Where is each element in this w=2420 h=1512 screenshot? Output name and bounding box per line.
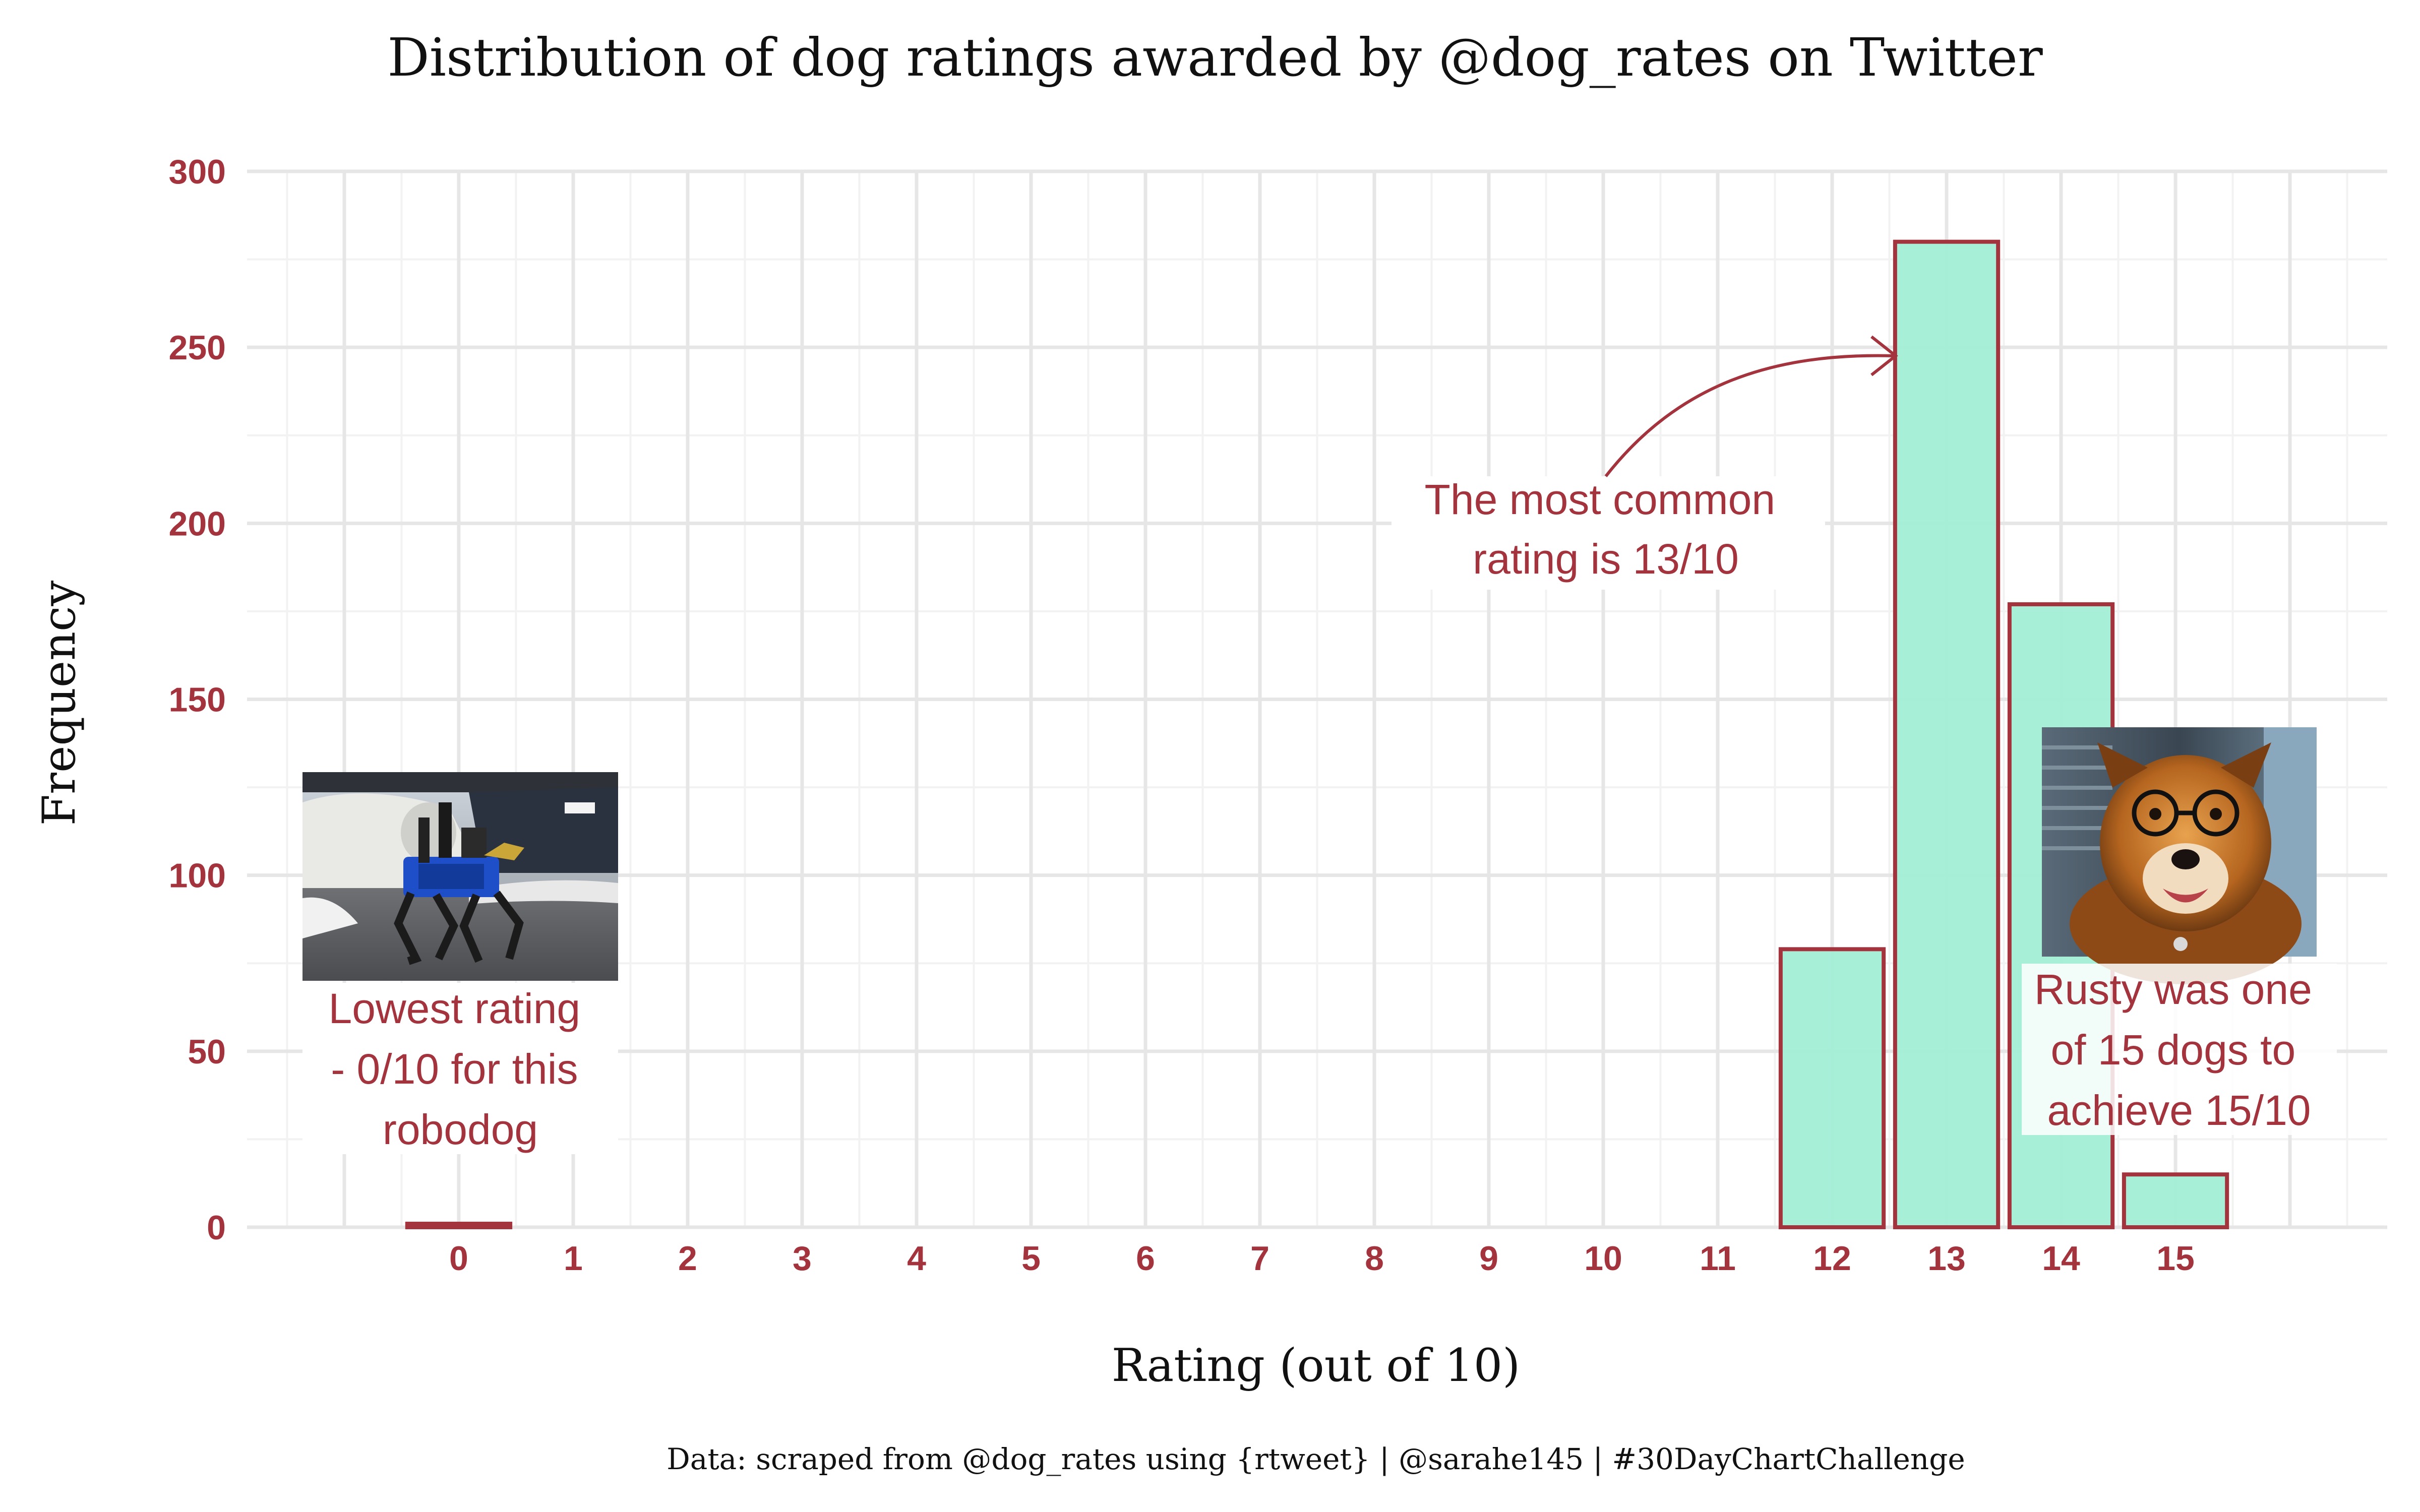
y-tick-label: 0 — [207, 1209, 226, 1247]
rusty-photo — [2042, 727, 2317, 984]
y-tick-labels: 0 50 100 150 200 250 300 — [169, 153, 226, 1247]
x-tick-label: 4 — [907, 1239, 926, 1278]
x-tick-label: 7 — [1250, 1239, 1269, 1278]
x-tick-label: 3 — [793, 1239, 812, 1278]
y-tick-label: 100 — [169, 857, 226, 895]
annotation-rusty: Rusty was one of 15 dogs to achieve 15/1… — [2034, 966, 2324, 1134]
y-tick-label: 200 — [169, 505, 226, 543]
y-tick-label: 150 — [169, 681, 226, 719]
x-tick-label: 0 — [449, 1239, 468, 1278]
x-tick-labels: 0 1 2 3 4 5 6 7 8 9 10 11 12 13 14 15 — [449, 1239, 2195, 1278]
y-tick-label: 250 — [169, 329, 226, 367]
x-tick-label: 12 — [1813, 1239, 1851, 1278]
arrow-head — [1870, 335, 1898, 376]
x-tick-label: 2 — [678, 1239, 697, 1278]
x-tick-label: 9 — [1479, 1239, 1498, 1278]
robodog-photo — [302, 772, 618, 981]
annotation-most-common-bg — [1392, 476, 1825, 590]
bar-15 — [2122, 1172, 2229, 1229]
x-tick-label: 8 — [1365, 1239, 1384, 1278]
x-tick-label: 6 — [1136, 1239, 1155, 1278]
caption: Data: scraped from @dog_rates using {rtw… — [667, 1442, 1965, 1476]
annotation-most-common: The most common rating is 13/10 — [1425, 476, 1787, 583]
annotation-lowest-bg — [302, 983, 618, 1154]
annotation-lowest: Lowest rating - 0/10 for this robodog — [329, 985, 592, 1153]
x-tick-label: 1 — [564, 1239, 583, 1278]
y-tick-label: 50 — [188, 1033, 226, 1071]
bar-0 — [405, 1222, 513, 1229]
y-axis-label: Frequency — [33, 580, 86, 826]
y-tick-label: 300 — [169, 153, 226, 191]
x-tick-label: 5 — [1021, 1239, 1041, 1278]
x-tick-label: 15 — [2156, 1239, 2195, 1278]
x-tick-label: 14 — [2042, 1239, 2080, 1278]
x-axis-label: Rating (out of 10) — [1112, 1339, 1520, 1392]
x-tick-label: 11 — [1700, 1239, 1736, 1278]
annotation-rusty-bg — [2022, 964, 2337, 1135]
x-tick-label: 13 — [1927, 1239, 1966, 1278]
bar-13 — [1893, 239, 2001, 1230]
bar-12 — [1778, 947, 1886, 1229]
x-tick-label: 10 — [1584, 1239, 1622, 1278]
annotation-arrow — [1604, 354, 1894, 477]
chart-title: Distribution of dog ratings awarded by @… — [387, 27, 2043, 88]
